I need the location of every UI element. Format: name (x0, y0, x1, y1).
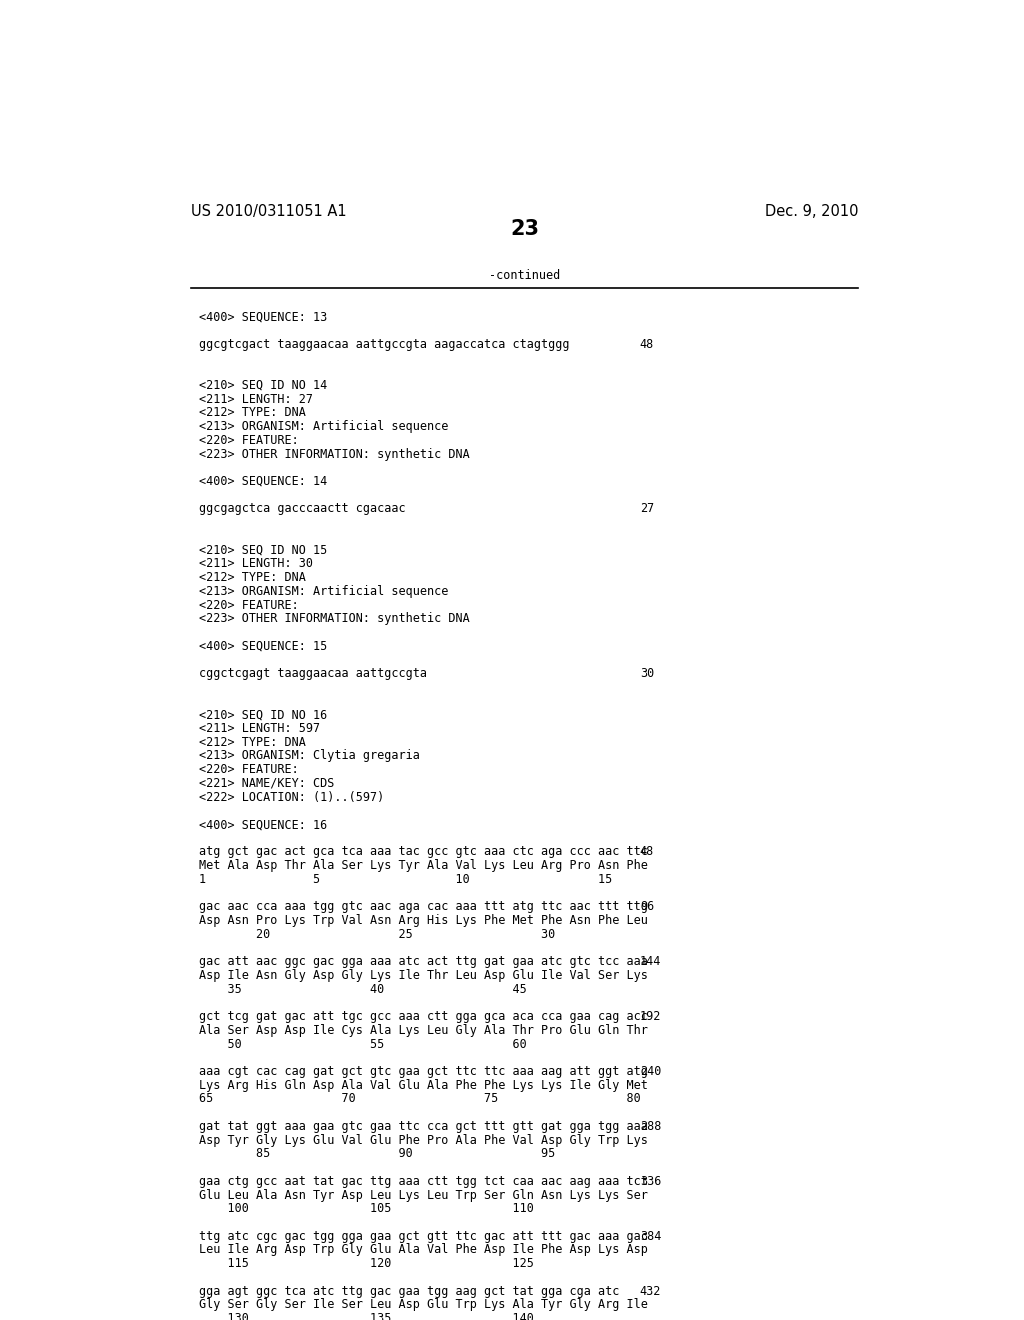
Text: <400> SEQUENCE: 16: <400> SEQUENCE: 16 (200, 818, 328, 832)
Text: 27: 27 (640, 503, 654, 515)
Text: <210> SEQ ID NO 14: <210> SEQ ID NO 14 (200, 379, 328, 392)
Text: -continued: -continued (489, 269, 560, 282)
Text: <213> ORGANISM: Artificial sequence: <213> ORGANISM: Artificial sequence (200, 585, 449, 598)
Text: <221> NAME/KEY: CDS: <221> NAME/KEY: CDS (200, 777, 335, 789)
Text: 144: 144 (640, 956, 662, 969)
Text: 65                  70                  75                  80: 65 70 75 80 (200, 1093, 641, 1105)
Text: cggctcgagt taaggaacaa aattgccgta: cggctcgagt taaggaacaa aattgccgta (200, 667, 427, 680)
Text: 336: 336 (640, 1175, 662, 1188)
Text: Dec. 9, 2010: Dec. 9, 2010 (765, 205, 858, 219)
Text: <400> SEQUENCE: 15: <400> SEQUENCE: 15 (200, 640, 328, 652)
Text: <213> ORGANISM: Artificial sequence: <213> ORGANISM: Artificial sequence (200, 420, 449, 433)
Text: <223> OTHER INFORMATION: synthetic DNA: <223> OTHER INFORMATION: synthetic DNA (200, 612, 470, 626)
Text: 23: 23 (510, 219, 540, 239)
Text: gaa ctg gcc aat tat gac ttg aaa ctt tgg tct caa aac aag aaa tct: gaa ctg gcc aat tat gac ttg aaa ctt tgg … (200, 1175, 648, 1188)
Text: 1               5                   10                  15: 1 5 10 15 (200, 873, 612, 886)
Text: 288: 288 (640, 1119, 662, 1133)
Text: ggcgtcgact taaggaacaa aattgccgta aagaccatca ctagtggg: ggcgtcgact taaggaacaa aattgccgta aagacca… (200, 338, 570, 351)
Text: <220> FEATURE:: <220> FEATURE: (200, 434, 299, 447)
Text: <220> FEATURE:: <220> FEATURE: (200, 598, 299, 611)
Text: Gly Ser Gly Ser Ile Ser Leu Asp Glu Trp Lys Ala Tyr Gly Arg Ile: Gly Ser Gly Ser Ile Ser Leu Asp Glu Trp … (200, 1299, 648, 1311)
Text: 50                  55                  60: 50 55 60 (200, 1038, 527, 1051)
Text: 100                 105                 110: 100 105 110 (200, 1203, 535, 1216)
Text: <211> LENGTH: 597: <211> LENGTH: 597 (200, 722, 321, 735)
Text: 96: 96 (640, 900, 654, 913)
Text: Asp Asn Pro Lys Trp Val Asn Arg His Lys Phe Met Phe Asn Phe Leu: Asp Asn Pro Lys Trp Val Asn Arg His Lys … (200, 913, 648, 927)
Text: 115                 120                 125: 115 120 125 (200, 1257, 535, 1270)
Text: ggcgagctca gacccaactt cgacaac: ggcgagctca gacccaactt cgacaac (200, 503, 407, 515)
Text: gct tcg gat gac att tgc gcc aaa ctt gga gca aca cca gaa cag acc: gct tcg gat gac att tgc gcc aaa ctt gga … (200, 1010, 648, 1023)
Text: <223> OTHER INFORMATION: synthetic DNA: <223> OTHER INFORMATION: synthetic DNA (200, 447, 470, 461)
Text: gac att aac ggc gac gga aaa atc act ttg gat gaa atc gtc tcc aaa: gac att aac ggc gac gga aaa atc act ttg … (200, 956, 648, 969)
Text: gac aac cca aaa tgg gtc aac aga cac aaa ttt atg ttc aac ttt ttg: gac aac cca aaa tgg gtc aac aga cac aaa … (200, 900, 648, 913)
Text: US 2010/0311051 A1: US 2010/0311051 A1 (191, 205, 347, 219)
Text: 20                  25                  30: 20 25 30 (200, 928, 556, 941)
Text: Lys Arg His Gln Asp Ala Val Glu Ala Phe Phe Lys Lys Ile Gly Met: Lys Arg His Gln Asp Ala Val Glu Ala Phe … (200, 1078, 648, 1092)
Text: <210> SEQ ID NO 16: <210> SEQ ID NO 16 (200, 709, 328, 721)
Text: aaa cgt cac cag gat gct gtc gaa gct ttc ttc aaa aag att ggt atg: aaa cgt cac cag gat gct gtc gaa gct ttc … (200, 1065, 648, 1078)
Text: Met Ala Asp Thr Ala Ser Lys Tyr Ala Val Lys Leu Arg Pro Asn Phe: Met Ala Asp Thr Ala Ser Lys Tyr Ala Val … (200, 859, 648, 873)
Text: <400> SEQUENCE: 13: <400> SEQUENCE: 13 (200, 310, 328, 323)
Text: Asp Ile Asn Gly Asp Gly Lys Ile Thr Leu Asp Glu Ile Val Ser Lys: Asp Ile Asn Gly Asp Gly Lys Ile Thr Leu … (200, 969, 648, 982)
Text: atg gct gac act gca tca aaa tac gcc gtc aaa ctc aga ccc aac ttc: atg gct gac act gca tca aaa tac gcc gtc … (200, 846, 648, 858)
Text: <211> LENGTH: 30: <211> LENGTH: 30 (200, 557, 313, 570)
Text: <222> LOCATION: (1)..(597): <222> LOCATION: (1)..(597) (200, 791, 385, 804)
Text: <211> LENGTH: 27: <211> LENGTH: 27 (200, 392, 313, 405)
Text: 85                  90                  95: 85 90 95 (200, 1147, 556, 1160)
Text: 48: 48 (640, 338, 654, 351)
Text: 130                 135                 140: 130 135 140 (200, 1312, 535, 1320)
Text: ttg atc cgc gac tgg gga gaa gct gtt ttc gac att ttt gac aaa gac: ttg atc cgc gac tgg gga gaa gct gtt ttc … (200, 1230, 648, 1242)
Text: 192: 192 (640, 1010, 662, 1023)
Text: 240: 240 (640, 1065, 662, 1078)
Text: gga agt ggc tca atc ttg gac gaa tgg aag gct tat gga cga atc: gga agt ggc tca atc ttg gac gaa tgg aag … (200, 1284, 620, 1298)
Text: Asp Tyr Gly Lys Glu Val Glu Phe Pro Ala Phe Val Asp Gly Trp Lys: Asp Tyr Gly Lys Glu Val Glu Phe Pro Ala … (200, 1134, 648, 1147)
Text: 48: 48 (640, 846, 654, 858)
Text: gat tat ggt aaa gaa gtc gaa ttc cca gct ttt gtt gat gga tgg aaa: gat tat ggt aaa gaa gtc gaa ttc cca gct … (200, 1119, 648, 1133)
Text: Ala Ser Asp Asp Ile Cys Ala Lys Leu Gly Ala Thr Pro Glu Gln Thr: Ala Ser Asp Asp Ile Cys Ala Lys Leu Gly … (200, 1024, 648, 1038)
Text: Glu Leu Ala Asn Tyr Asp Leu Lys Leu Trp Ser Gln Asn Lys Lys Ser: Glu Leu Ala Asn Tyr Asp Leu Lys Leu Trp … (200, 1188, 648, 1201)
Text: Leu Ile Arg Asp Trp Gly Glu Ala Val Phe Asp Ile Phe Asp Lys Asp: Leu Ile Arg Asp Trp Gly Glu Ala Val Phe … (200, 1243, 648, 1257)
Text: <212> TYPE: DNA: <212> TYPE: DNA (200, 407, 306, 420)
Text: 384: 384 (640, 1230, 662, 1242)
Text: 432: 432 (640, 1284, 662, 1298)
Text: 30: 30 (640, 667, 654, 680)
Text: <400> SEQUENCE: 14: <400> SEQUENCE: 14 (200, 475, 328, 488)
Text: <220> FEATURE:: <220> FEATURE: (200, 763, 299, 776)
Text: <212> TYPE: DNA: <212> TYPE: DNA (200, 572, 306, 583)
Text: 35                  40                  45: 35 40 45 (200, 982, 527, 995)
Text: <210> SEQ ID NO 15: <210> SEQ ID NO 15 (200, 544, 328, 557)
Text: <212> TYPE: DNA: <212> TYPE: DNA (200, 735, 306, 748)
Text: <213> ORGANISM: Clytia gregaria: <213> ORGANISM: Clytia gregaria (200, 750, 420, 763)
